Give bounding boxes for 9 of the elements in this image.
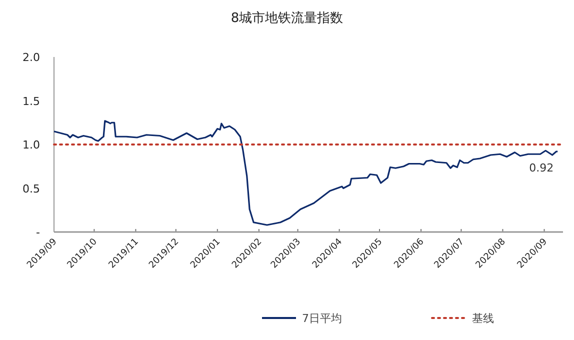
y-tick-label: 1.5 — [22, 94, 40, 108]
legend-label: 基线 — [472, 312, 494, 325]
y-tick-label: 1.0 — [22, 138, 40, 152]
annotation: 0.92 — [529, 162, 554, 174]
y-tick-label: - — [36, 226, 40, 239]
y-tick-label: 0.5 — [22, 182, 40, 196]
legend-label: 7日平均 — [302, 312, 342, 325]
title: 8城市地铁流量指数 — [230, 11, 344, 26]
y-tick-label: 2.0 — [22, 51, 40, 64]
